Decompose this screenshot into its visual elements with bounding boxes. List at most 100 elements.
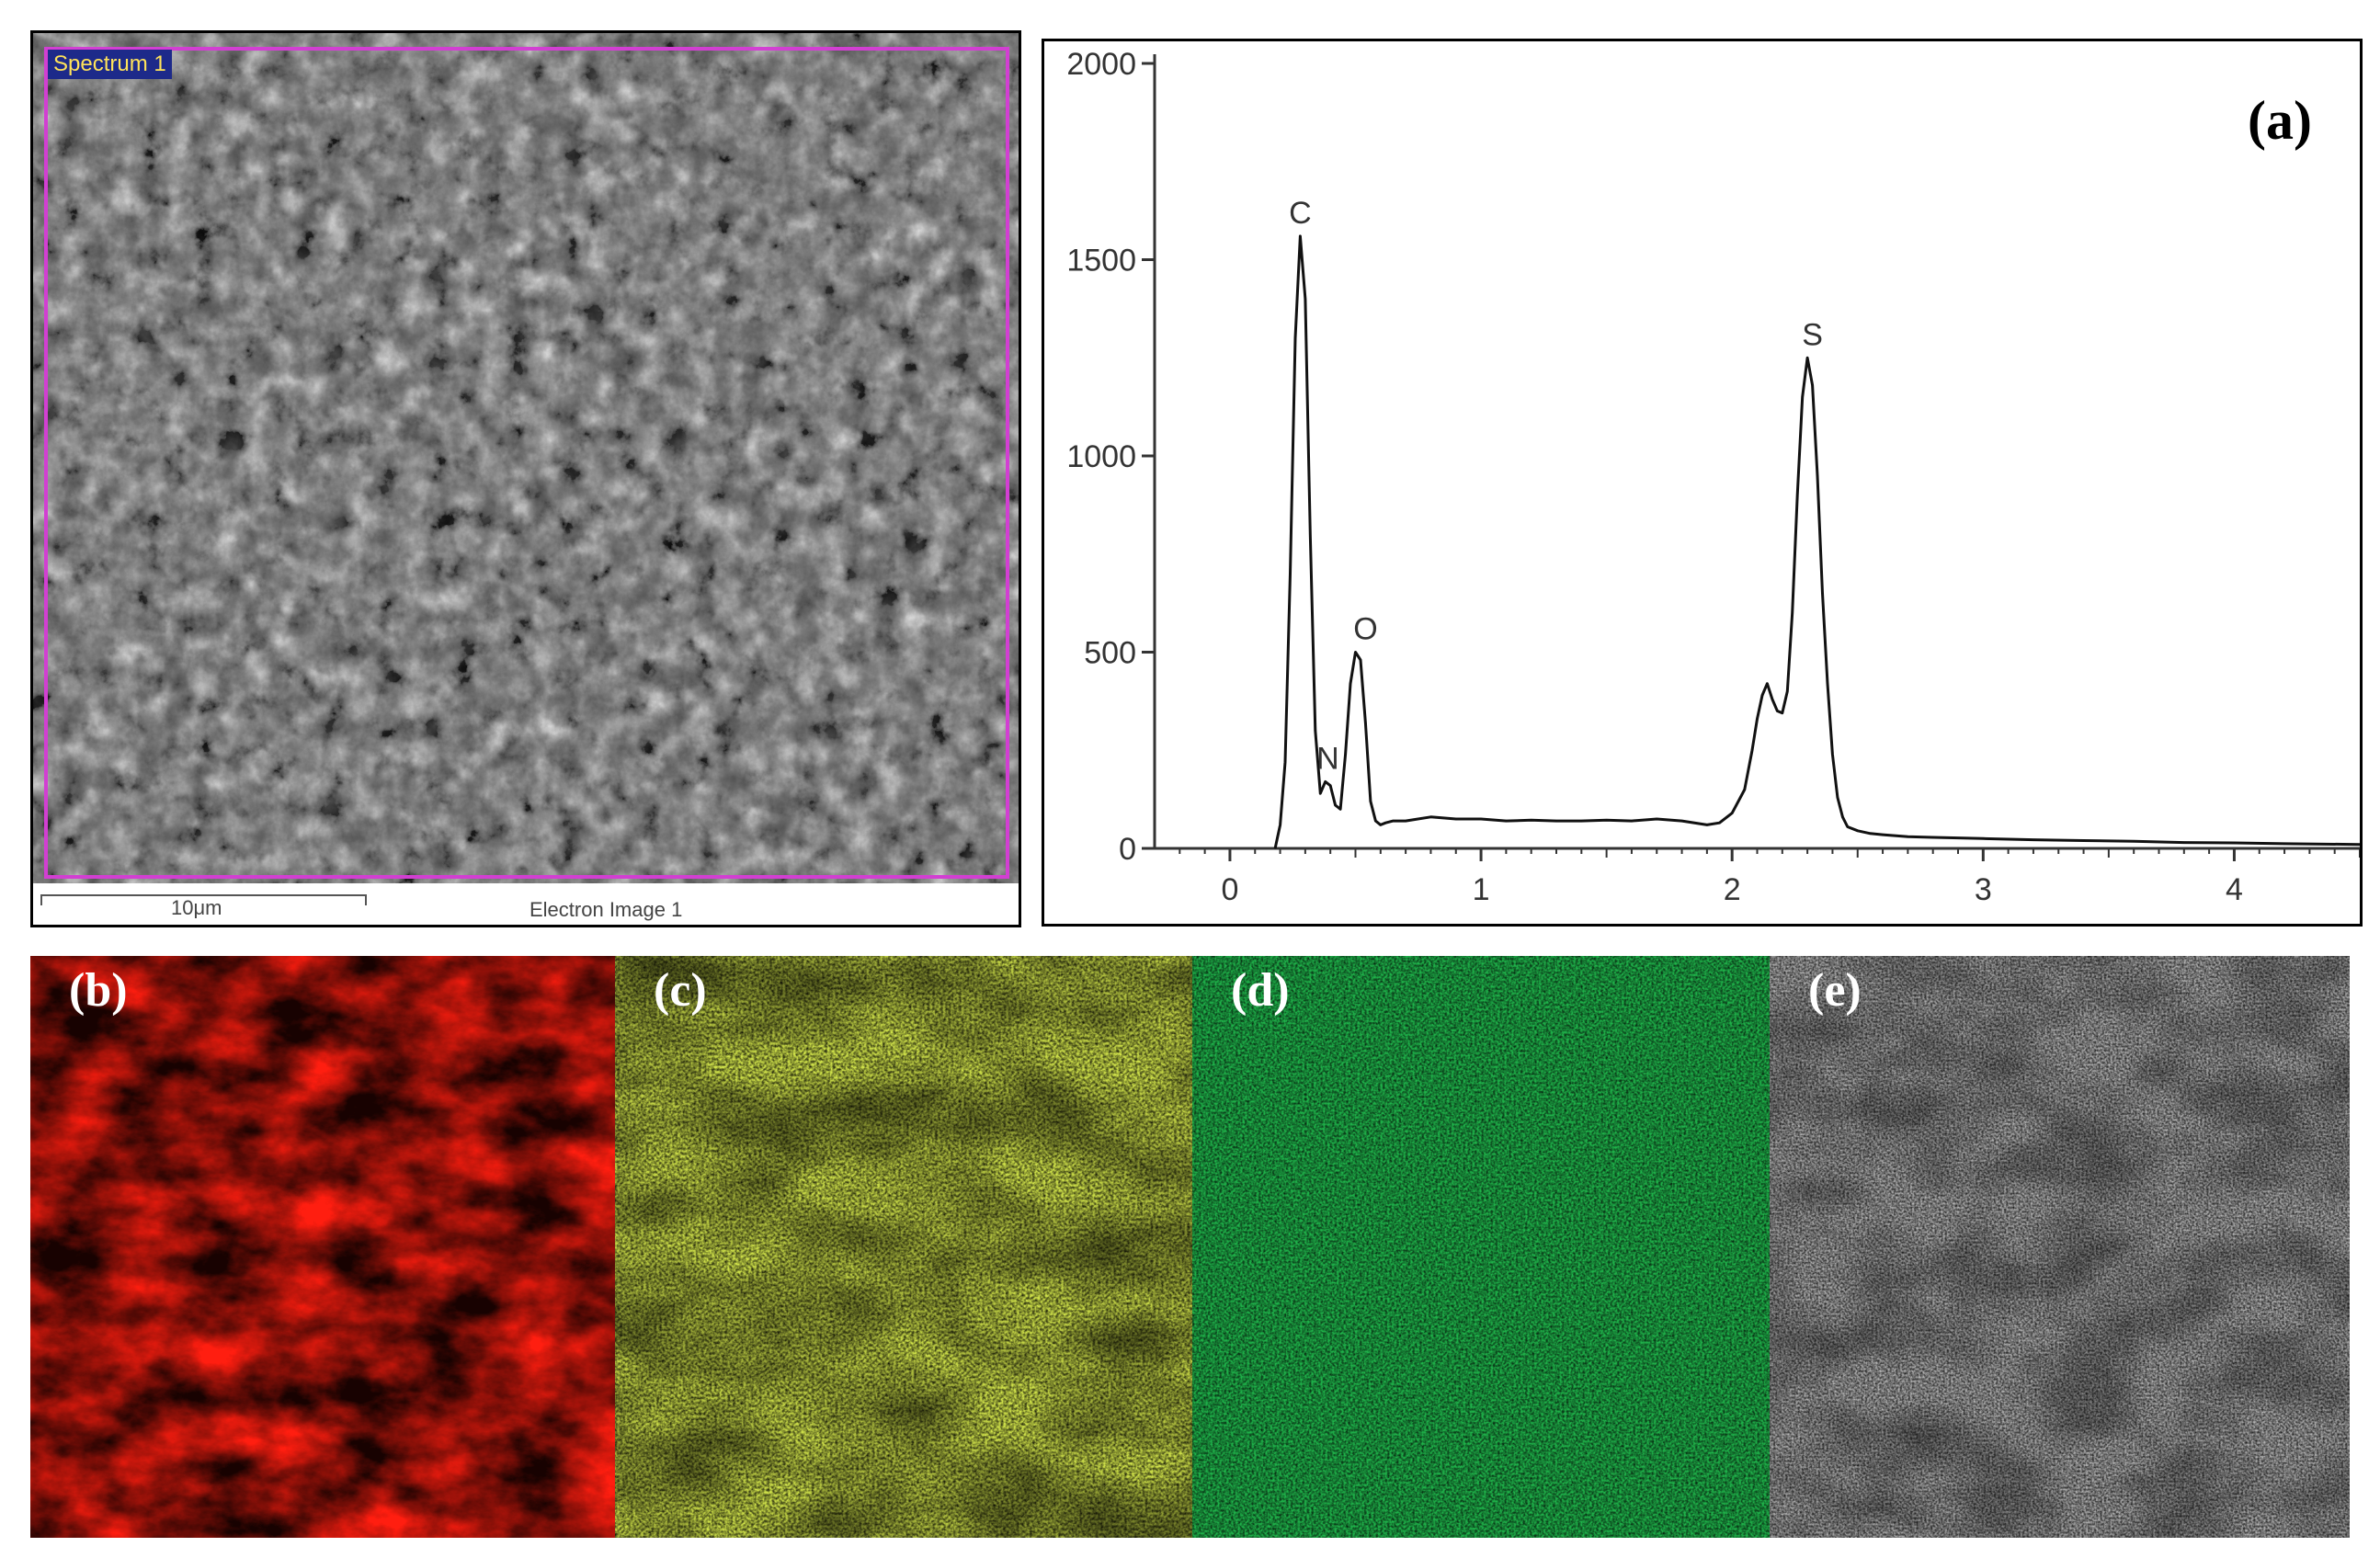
scale-bar-tick-right [365,894,367,905]
panel-label-a: (a) [2248,90,2312,151]
peak-label-c: C [1289,196,1312,231]
spectrum-point [1380,824,1382,825]
spectrum-point [1811,384,1814,386]
eds-spectrum-panel: 0 500 1000 1500 2000 0 1 2 3 4 C N O S (a) [1042,39,2363,927]
y-tick-label: 500 [1084,636,1136,671]
element-map-c: (c) [615,956,1192,1538]
spectrum-point [1882,834,1884,836]
peak-label-n: N [1316,741,1339,776]
spectrum-point [1821,592,1824,595]
y-tick-label: 1500 [1066,244,1136,279]
spectrum-point [1304,298,1306,300]
spectrum-point [2359,844,2360,846]
spectrum-point [1374,820,1376,822]
image-caption: Electron Image 1 [530,898,683,921]
x-tick-label: 2 [1724,872,1741,907]
x-tick-label: 4 [2226,872,2243,907]
spectrum-point [1766,683,1769,685]
spectrum-point [1837,796,1839,799]
spectrum-point [1284,761,1286,763]
y-tick-label: 2000 [1066,47,1136,82]
spectrum-point [2233,842,2236,844]
peak-label-s: S [1802,317,1823,352]
spectrum-point [1606,819,1608,821]
spectrum-point [1831,753,1834,756]
spectrum-point [1299,235,1302,237]
spectrum-point [1680,820,1683,822]
spectrum-point [1319,792,1321,794]
element-map-e: (e) [1770,956,2350,1538]
spectrum-point [1531,819,1532,821]
spectrum-area-label: Spectrum 1 [48,50,172,79]
spectrum-point [1932,836,1934,838]
x-tick-label: 0 [1221,872,1238,907]
spectrum-point [1392,820,1395,822]
spectrum-point [2082,839,2085,842]
eds-spectrum-chart: 0 500 1000 1500 2000 0 1 2 3 4 C N O S [1066,47,2360,907]
sem-image-panel: Spectrum 1 10μm Electron Image 1 [30,30,1021,927]
spectrum-point [1325,780,1327,783]
spectrum-point [1279,824,1281,825]
peak-label-o: O [1353,612,1377,647]
spectrum-point [1349,683,1351,685]
spectrum-point [1718,822,1721,824]
spectrum-point [1982,837,1984,839]
spectrum-point [2283,843,2285,845]
panel-label-d: (d) [1231,964,1290,1017]
scale-bar-label: 10μm [171,896,222,919]
spectrum-point [1429,816,1432,818]
spectrum-point [1827,683,1828,685]
panel-label-c: (c) [654,964,707,1017]
element-map-b-image [30,956,615,1538]
spectrum-point [1580,820,1582,822]
panel-label-b: (b) [69,964,128,1017]
spectrum-point [2183,841,2185,844]
x-tick-label: 3 [1975,872,1992,907]
spectrum-point [1751,749,1753,751]
spectrum-point [2133,840,2135,842]
spectrum-point [1756,718,1759,720]
spectrum-point [1360,659,1361,661]
spectrum-point [1455,818,1457,820]
spectrum-point [1274,847,1276,849]
spectrum-point [1354,651,1357,654]
spectrum-point [1309,533,1311,536]
element-map-d-image [1192,956,1770,1538]
spectrum-point [1631,820,1633,822]
panel-label-e: (e) [1808,964,1862,1017]
sem-micrograph [33,33,1019,883]
spectrum-point [1555,820,1557,822]
spectrum-point [1761,694,1763,697]
spectrum-point [1816,474,1818,476]
y-tick-label: 1000 [1066,439,1136,474]
spectrum-point [1339,808,1341,810]
y-tick-label: 0 [1119,832,1136,867]
x-tick-label: 1 [1473,872,1490,907]
spectrum-point [1294,337,1296,339]
spectrum-point [1480,818,1482,820]
spectrum-point [1847,825,1849,828]
spectrum-point [1792,612,1794,614]
spectrum-point [1335,804,1337,806]
spectrum-point [1744,789,1746,790]
spectrum-point [1706,824,1708,825]
spectrum-point [1841,816,1843,818]
element-map-e-image [1770,956,2350,1538]
scale-bar-tick-left [40,894,42,905]
element-map-d: (d) [1192,956,1770,1538]
sem-footer: 10μm Electron Image 1 [33,883,1019,925]
spectrum-point [1384,822,1386,824]
spectrum-point [1869,833,1872,835]
spectrum-point [1802,396,1804,398]
spectrum-point [1344,753,1347,756]
element-map-c-image [615,956,1192,1538]
element-map-b: (b) [30,956,615,1538]
spectrum-point [1505,820,1507,822]
spectrum-point [1857,830,1859,832]
spectrum-point [1370,801,1372,802]
spectrum-point [1364,722,1367,723]
spectrum-point [1786,690,1788,692]
spectrum-point [1329,785,1331,787]
spectrum-point [1907,836,1908,837]
scale-bar [40,894,367,896]
